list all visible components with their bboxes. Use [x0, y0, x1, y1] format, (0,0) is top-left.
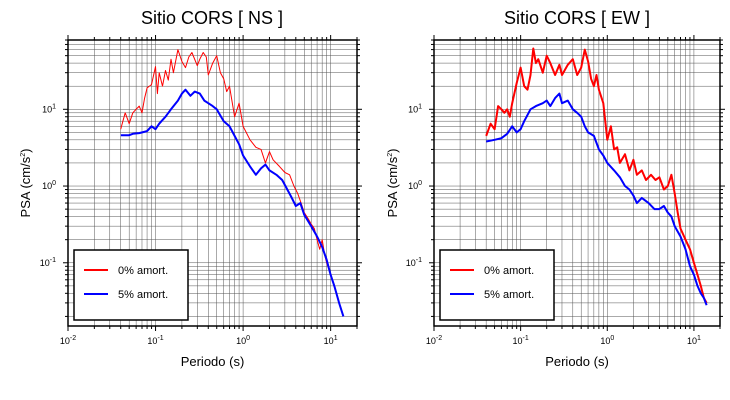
x-tick-label: 10-2	[60, 335, 76, 346]
x-tick-label: 100	[236, 335, 250, 346]
y-tick-label: 100	[42, 180, 56, 191]
x-tick-label: 10-2	[426, 335, 442, 346]
y-axis-label: PSA (cm/s2)	[385, 149, 400, 218]
y-axis-label: PSA (cm/s2)	[18, 149, 33, 218]
x-tick-label: 101	[687, 335, 701, 346]
x-axis-label: Periodo (s)	[545, 354, 609, 369]
plot-frame	[67, 39, 358, 327]
legend-label: 5% amort.	[118, 289, 168, 301]
legend-label: 5% amort.	[484, 289, 534, 301]
axis-ticks	[429, 35, 725, 331]
y-tick-label: 101	[42, 103, 56, 114]
series-line-0-amort-	[120, 49, 344, 317]
series-line-0-amort-	[485, 47, 708, 304]
y-tick-label: 101	[408, 103, 422, 114]
chart-panel-0: Sitio CORS [ NS ] 10-2 10-1 100 101 10-1 100 10…	[18, 8, 362, 369]
y-tick-label: 10-1	[406, 257, 422, 268]
series-line-5-amort-	[486, 92, 708, 306]
series-line-5-amort-	[120, 88, 345, 317]
x-tick-label: 101	[324, 335, 338, 346]
legend-box	[73, 249, 189, 321]
y-tick-label: 100	[408, 180, 422, 191]
x-tick-label: 10-1	[513, 335, 529, 346]
legend-box	[439, 249, 555, 321]
chart-title: Sitio CORS [ NS ]	[141, 8, 283, 28]
plot-frame	[433, 39, 721, 327]
legend-label: 0% amort.	[118, 265, 168, 277]
x-tick-label: 100	[600, 335, 614, 346]
chart-title: Sitio CORS [ EW ]	[504, 8, 650, 28]
grid	[67, 39, 358, 326]
x-tick-label: 10-1	[147, 335, 163, 346]
chart-panel-1: Sitio CORS [ EW ] 10-2 10-1 100 101 10-1 100 10…	[385, 8, 725, 369]
x-axis-label: Periodo (s)	[181, 354, 245, 369]
legend-label: 0% amort.	[484, 265, 534, 277]
y-tick-label: 10-1	[40, 257, 56, 268]
axis-ticks	[63, 35, 362, 331]
